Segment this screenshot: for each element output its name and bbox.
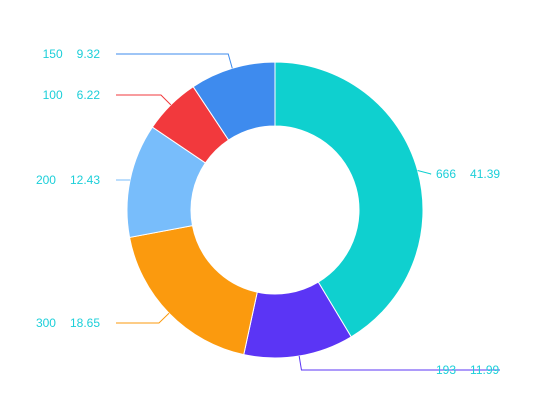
slice-label-200: 200 12.43: [36, 173, 100, 187]
leader-line-150: [116, 53, 233, 69]
leader-lines-layer: [116, 53, 500, 371]
slice-label-666: 666 41.39: [436, 167, 500, 181]
leader-line-300: [116, 312, 170, 324]
leader-line-193: [298, 355, 500, 371]
leader-line-100: [116, 94, 172, 106]
slice-value: 150: [43, 47, 63, 61]
slice-percent: 6.22: [77, 88, 101, 102]
slice-value: 300: [36, 316, 56, 330]
slice-label-100: 100 6.22: [43, 88, 101, 102]
slice-value: 100: [43, 88, 63, 102]
slice-value: 193: [436, 363, 456, 377]
slice-label-300: 300 18.65: [36, 316, 100, 330]
donut-slice-300: [128, 224, 258, 356]
donut-slice-666: [274, 61, 424, 338]
slice-percent: 18.65: [70, 316, 100, 330]
slices-layer: [126, 61, 424, 359]
slice-label-193: 193 11.99: [436, 363, 499, 377]
slice-value: 200: [36, 173, 56, 187]
slice-percent: 41.39: [470, 167, 500, 181]
slice-percent: 12.43: [70, 173, 100, 187]
leader-line-666: [417, 169, 432, 175]
slice-percent: 11.99: [470, 363, 499, 377]
slice-value: 666: [436, 167, 456, 181]
slice-label-150: 150 9.32: [43, 47, 101, 61]
slice-percent: 9.32: [77, 47, 101, 61]
donut-slice-150: [192, 61, 276, 141]
